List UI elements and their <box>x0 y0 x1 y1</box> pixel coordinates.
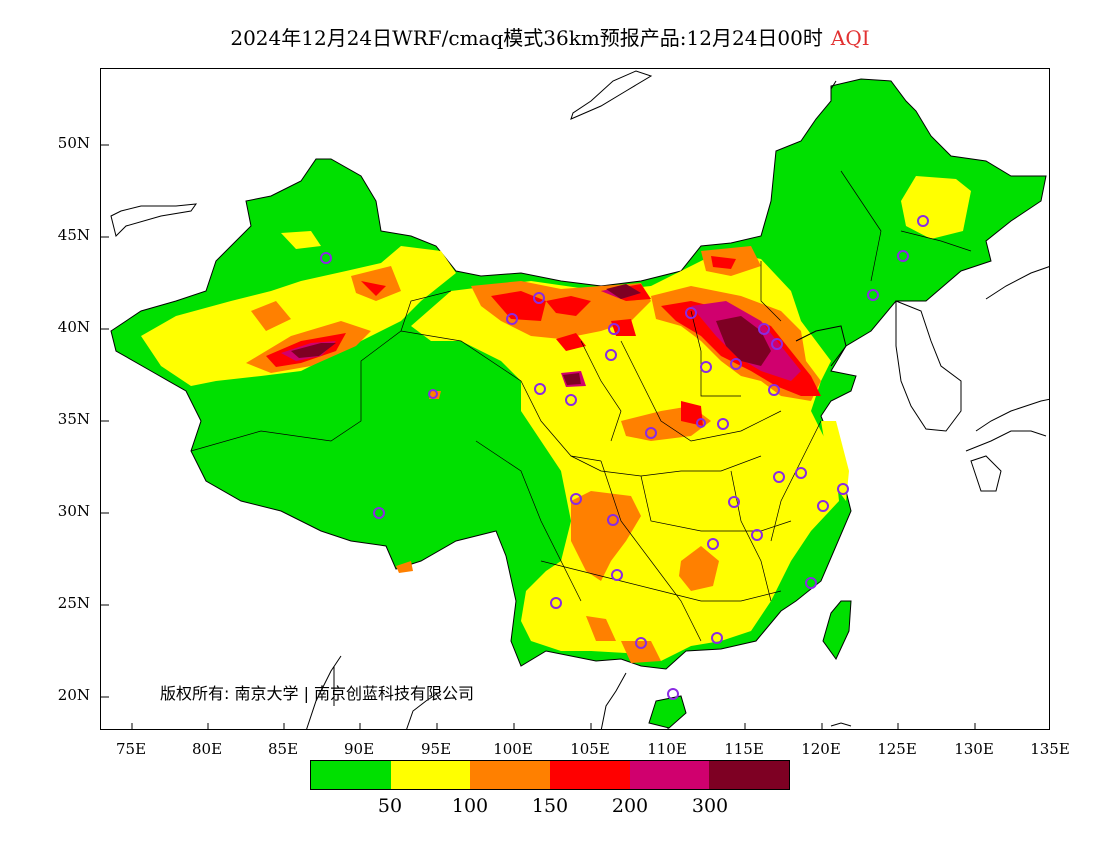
taiwan <box>822 600 852 660</box>
legend-swatch-good <box>311 761 391 789</box>
lat-label-45n: 45N <box>57 226 90 244</box>
legend-label-300: 300 <box>691 795 729 817</box>
lat-label-30n: 30N <box>57 502 90 520</box>
aqi-color-legend <box>310 760 790 790</box>
lon-label-100e: 100E <box>493 740 533 758</box>
lon-label-85e: 85E <box>267 740 299 758</box>
coastline <box>110 70 1049 729</box>
lon-label-90e: 90E <box>343 740 375 758</box>
lon-label-120e: 120E <box>801 740 841 758</box>
city-station-markers <box>320 215 929 700</box>
map-frame[interactable] <box>100 68 1050 730</box>
lat-label-20n: 20N <box>57 686 90 704</box>
legend-label-150: 150 <box>531 795 569 817</box>
title-main: 2024年12月24日WRF/cmaq模式36km预报产品:12月24日00时 <box>230 26 823 50</box>
legend-label-50: 50 <box>377 795 403 817</box>
title-variable: AQI <box>830 26 870 50</box>
legend-swatch-hazardous <box>709 761 790 789</box>
lon-label-135e: 135E <box>1030 740 1070 758</box>
legend-swatch-very-unhealthy <box>629 761 710 789</box>
lon-label-115e: 115E <box>724 740 764 758</box>
legend-swatch-usg <box>470 761 551 789</box>
hainan <box>648 695 687 729</box>
lon-label-80e: 80E <box>191 740 223 758</box>
lon-label-75e: 75E <box>115 740 147 758</box>
legend-label-100: 100 <box>451 795 489 817</box>
legend-label-200: 200 <box>611 795 649 817</box>
lon-label-125e: 125E <box>877 740 917 758</box>
legend-swatch-moderate <box>390 761 471 789</box>
map-title: 2024年12月24日WRF/cmaq模式36km预报产品:12月24日00时 A… <box>0 22 1100 51</box>
lat-label-50n: 50N <box>57 134 90 152</box>
lat-label-35n: 35N <box>57 410 90 428</box>
axis-ticks <box>101 144 976 729</box>
province-boundaries <box>190 170 972 642</box>
lon-label-110e: 110E <box>647 740 687 758</box>
lat-label-40n: 40N <box>57 318 90 336</box>
lon-label-130e: 130E <box>954 740 994 758</box>
hazardous-areas <box>291 284 771 385</box>
legend-swatch-unhealthy <box>550 761 630 789</box>
copyright-text: 版权所有: 南京大学 | 南京创蓝科技有限公司 <box>160 684 475 703</box>
lon-label-95e: 95E <box>420 740 452 758</box>
lat-label-25n: 25N <box>57 594 90 612</box>
aqi-map[interactable] <box>101 69 1050 730</box>
lon-label-105e: 105E <box>570 740 610 758</box>
